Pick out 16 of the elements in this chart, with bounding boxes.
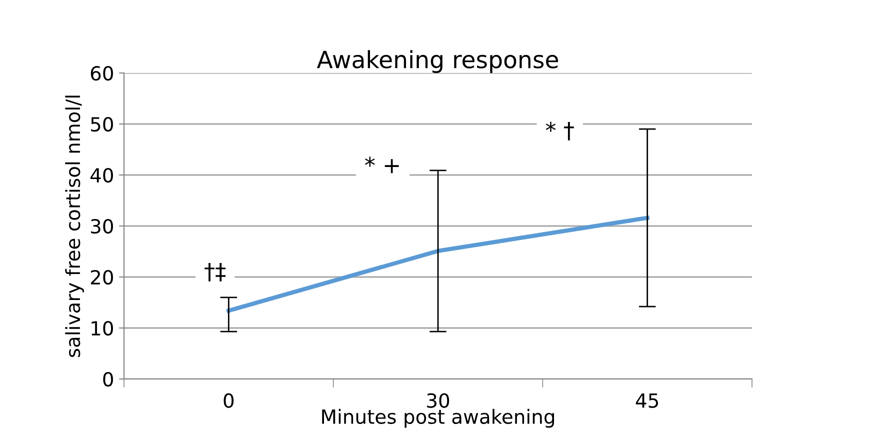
- x-tick-label: 0: [224, 393, 234, 408]
- y-tick-label: 30: [91, 218, 113, 234]
- annotation: * †: [546, 122, 574, 140]
- annotation: †‡: [204, 263, 226, 282]
- y-tick-label: 10: [92, 320, 113, 336]
- x-tick-label: 45: [636, 393, 658, 408]
- y-tick-label: 20: [90, 270, 113, 285]
- y-tick-label: 50: [91, 116, 113, 132]
- y-axis-title: salivary free cortisol nmol/l: [65, 96, 84, 358]
- annotation: * +: [365, 156, 399, 174]
- x-axis-title: Minutes post awakening: [322, 408, 554, 428]
- chart-title: Awakening response: [316, 50, 558, 73]
- y-tick-label: 0: [103, 372, 113, 387]
- x-tick-label: 30: [427, 393, 450, 408]
- y-tick-label: 60: [90, 66, 113, 81]
- y-tick-label: 40: [90, 168, 113, 183]
